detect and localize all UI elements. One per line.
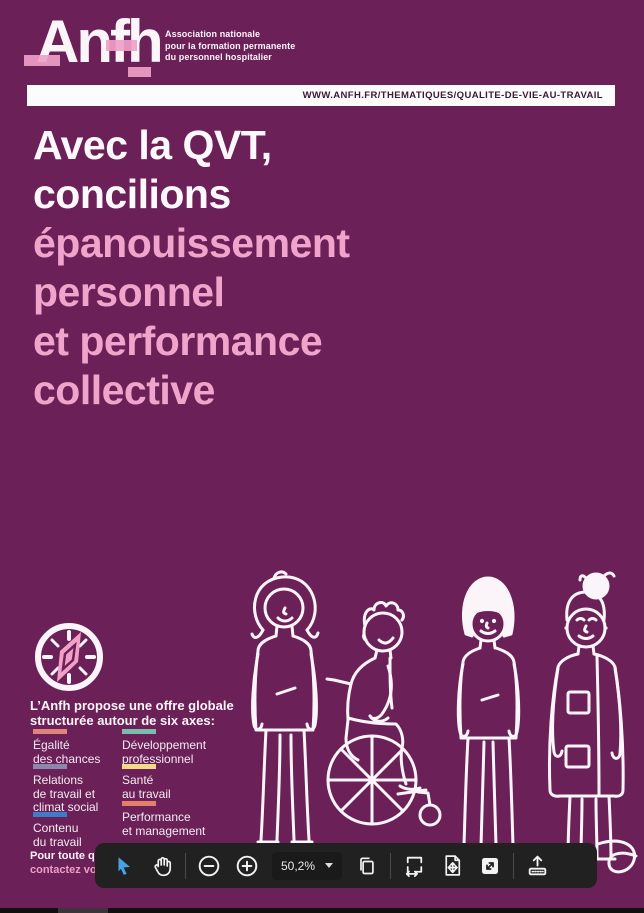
axis-color-bar: [122, 729, 156, 734]
compass-icon: [30, 618, 108, 696]
axis-label: Performance et management: [122, 810, 206, 838]
axis-color-bar: [122, 764, 156, 769]
headline-line: Avec la QVT,: [33, 122, 272, 168]
axis-item: Relations de travail et climat social: [33, 764, 121, 815]
bottom-scrollbar-track[interactable]: [0, 908, 644, 913]
offer-intro: L’Anfh propose une offre globale structu…: [30, 698, 234, 728]
axis-item: Développement professionnel: [122, 729, 210, 766]
upload-icon[interactable]: [518, 848, 556, 884]
zoom-level-value: 50,2%: [281, 858, 316, 873]
footer-contact-link[interactable]: contactez vo: [30, 864, 97, 876]
zoom-level-dropdown[interactable]: 50,2%: [272, 851, 343, 880]
axis-color-bar: [122, 801, 156, 806]
fit-width-icon[interactable]: [395, 848, 433, 884]
headline-line: concilions: [33, 171, 231, 217]
footer-text-line1: Pour toute q: [30, 850, 95, 862]
toolbar-divider: [185, 852, 186, 879]
headline-line: et performance: [33, 318, 323, 364]
axis-color-bar: [33, 729, 67, 734]
headline-line: personnel: [33, 269, 225, 315]
zoom-in-icon[interactable]: [228, 848, 266, 884]
axis-color-bar: [33, 764, 67, 769]
zoom-out-icon[interactable]: [190, 848, 228, 884]
fit-page-icon[interactable]: [433, 848, 471, 884]
brand-tagline: Association nationale pour la formation …: [165, 29, 296, 62]
axis-item: Santé au travail: [122, 764, 210, 801]
axis-color-bar: [33, 812, 67, 817]
poster-headline: Avec la QVT, concilions épanouissement p…: [33, 121, 350, 415]
headline-line: épanouissement: [33, 220, 350, 266]
axis-label: Santé au travail: [122, 773, 171, 801]
hand-pan-icon[interactable]: [143, 848, 181, 884]
copy-pages-icon[interactable]: [348, 848, 386, 884]
axis-label: Égalité des chances: [33, 738, 101, 766]
axis-item: Contenu du travail: [33, 812, 121, 849]
axis-label: Relations de travail et climat social: [33, 773, 99, 814]
toolbar-divider: [513, 852, 515, 879]
axis-item: Égalité des chances: [33, 729, 121, 766]
url-banner: WWW.ANFH.FR/THEMATIQUES/QUALITE-DE-VIE-A…: [27, 85, 615, 106]
select-cursor-icon[interactable]: [105, 848, 143, 884]
logo-pink-bar-f: [106, 40, 137, 51]
logo-pink-bar-underscore: [128, 67, 151, 77]
toolbar-divider: [390, 852, 392, 879]
bottom-scrollbar-thumb[interactable]: [58, 908, 108, 913]
chevron-down-icon: [325, 863, 334, 868]
pdf-floating-toolbar: 50,2%: [95, 843, 597, 888]
fullscreen-icon[interactable]: [471, 848, 509, 884]
headline-line: collective: [33, 367, 215, 413]
url-text: WWW.ANFH.FR/THEMATIQUES/QUALITE-DE-VIE-A…: [302, 90, 603, 101]
axis-label: Développement professionnel: [122, 738, 207, 766]
axis-label: Contenu du travail: [33, 821, 82, 849]
logo-pink-bar-a: [24, 55, 60, 66]
axis-item: Performance et management: [122, 801, 210, 838]
